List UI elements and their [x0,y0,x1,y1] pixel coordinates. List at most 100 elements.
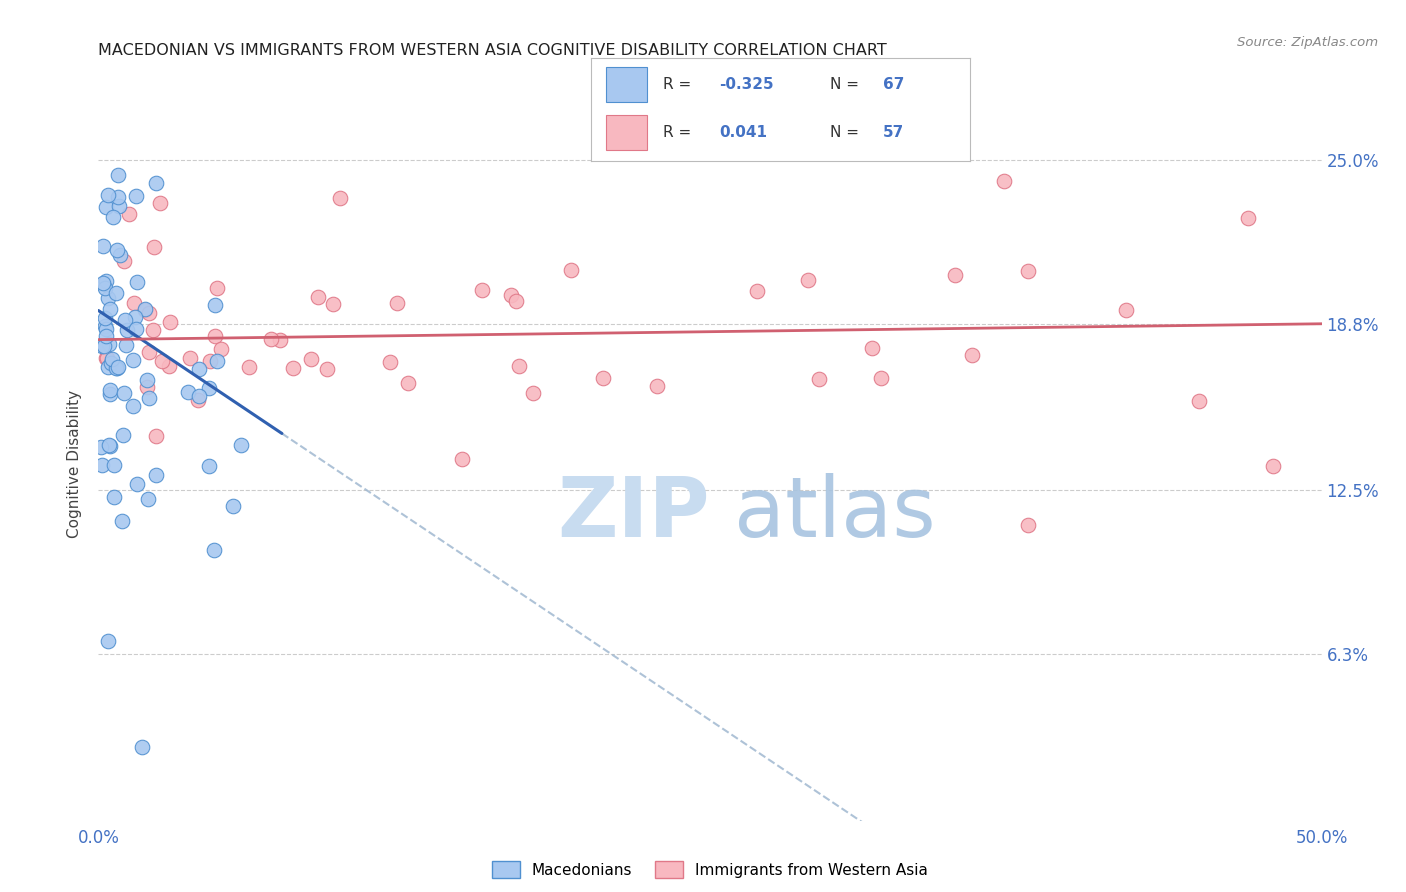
Point [202,543,225,558]
Point [105,244,128,258]
Point [316,362,339,376]
Point [101,351,124,366]
Text: N =: N = [830,126,863,140]
Point [138,344,160,359]
Point [870,370,893,384]
Point [1237,211,1260,225]
Point [204,298,226,312]
Legend: Macedonians, Immigrants from Western Asia: Macedonians, Immigrants from Western Asi… [486,855,934,884]
Text: atlas: atlas [734,474,936,554]
Point [283,361,305,376]
Point [124,310,146,325]
Point [450,452,472,467]
Point [98,439,121,453]
Point [136,380,159,394]
Point [797,272,820,286]
Point [187,361,209,376]
Point [114,313,136,327]
Point [136,491,159,506]
Point [307,290,329,304]
Point [159,315,181,329]
Point [149,196,172,211]
Point [259,332,281,346]
Point [108,199,131,213]
Point [97,337,120,351]
Point [121,353,143,368]
Point [329,191,352,205]
Point [125,322,148,336]
Point [197,458,219,473]
Point [508,359,530,373]
Point [114,338,136,352]
Point [112,386,135,401]
Point [91,276,114,290]
Text: R =: R = [662,126,700,140]
Point [97,360,120,375]
Text: 0.041: 0.041 [720,126,768,140]
Point [1188,394,1211,409]
Text: R =: R = [662,77,696,92]
Point [142,322,165,336]
Point [103,491,125,505]
Point [747,285,769,299]
Point [860,341,883,355]
Text: N =: N = [830,77,863,92]
Point [145,468,167,483]
Point [115,323,138,337]
Point [522,385,544,400]
Point [93,239,115,253]
Point [207,281,229,295]
Point [134,302,156,317]
Point [94,201,117,215]
Point [138,391,160,405]
Point [105,285,128,300]
Point [94,274,117,288]
Point [186,393,208,408]
Point [94,311,117,326]
Point [198,381,221,395]
Point [136,373,159,387]
Point [1017,517,1039,532]
Point [97,634,120,648]
Y-axis label: Cognitive Disability: Cognitive Disability [67,390,83,538]
Point [97,188,120,202]
Point [322,297,344,311]
Point [94,329,117,343]
Point [1261,459,1284,474]
Point [105,361,128,376]
Point [100,355,122,369]
Point [138,305,160,319]
Point [592,371,614,385]
FancyBboxPatch shape [606,67,647,102]
Point [110,248,132,262]
Point [94,351,117,365]
Point [205,353,228,368]
Point [198,354,221,368]
FancyBboxPatch shape [606,115,647,150]
Point [125,477,148,491]
Point [145,176,167,190]
Point [97,438,120,452]
Point [93,281,115,295]
Point [94,318,117,333]
Point [177,385,200,400]
Point [105,361,128,376]
Point [101,210,124,224]
Text: -0.325: -0.325 [720,77,775,92]
Point [269,333,291,347]
Point [222,499,245,513]
Text: 67: 67 [883,77,904,92]
Point [204,328,226,343]
Point [111,428,134,442]
Text: Source: ZipAtlas.com: Source: ZipAtlas.com [1237,36,1378,49]
Point [187,389,209,403]
Text: MACEDONIAN VS IMMIGRANTS FROM WESTERN ASIA COGNITIVE DISABILITY CORRELATION CHAR: MACEDONIAN VS IMMIGRANTS FROM WESTERN AS… [98,43,887,58]
Point [96,351,118,366]
Point [150,353,173,368]
Point [1017,264,1039,278]
Text: 57: 57 [883,126,904,140]
Point [98,384,121,398]
Point [103,458,125,472]
Point [100,387,122,401]
Point [505,293,527,308]
